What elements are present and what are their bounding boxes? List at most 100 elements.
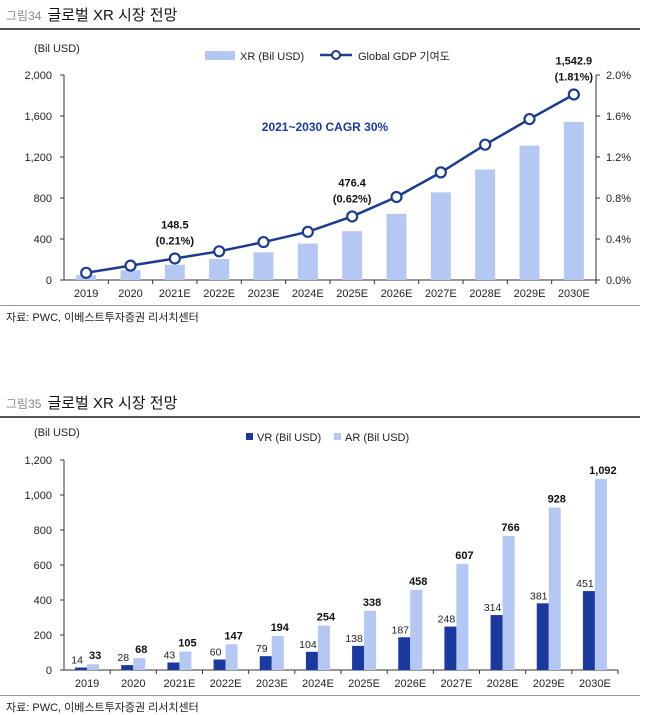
vr-bar xyxy=(167,662,180,670)
legend-ar-label: AR (Bil USD) xyxy=(345,432,409,444)
legend-gdp-marker xyxy=(331,50,341,60)
y-axis-title: (Bil USD) xyxy=(34,427,80,439)
figure-35-title: 그림35 글로벌 XR 시장 전망 xyxy=(6,392,177,413)
vr-value-label: 138 xyxy=(345,633,363,645)
legend-xr-swatch xyxy=(205,51,235,60)
gdp-point xyxy=(301,225,314,238)
y-left-tick-label: 2,000 xyxy=(24,70,52,82)
vr-bar xyxy=(121,665,134,670)
figure-34-title: 그림34 글로벌 XR 시장 전망 xyxy=(6,4,177,25)
y-right-tick-label: 2.0% xyxy=(606,70,631,82)
vr-value-label: 104 xyxy=(299,639,317,651)
y-right-tick-label: 1.2% xyxy=(606,152,631,164)
x-tick-label: 2025E xyxy=(348,678,380,690)
figure-35-source: 자료: PWC, 이베스트투자증권 리서치센터 xyxy=(6,702,199,714)
gdp-line xyxy=(85,93,575,275)
vr-bar xyxy=(305,651,318,670)
gdp-point xyxy=(124,259,137,272)
vr-bar xyxy=(490,615,503,670)
vr-value-label: 14 xyxy=(71,655,83,667)
xr-bar xyxy=(430,192,451,280)
figure-34-top-rule xyxy=(0,28,640,30)
x-tick-label: 2028E xyxy=(487,678,519,690)
x-tick-label: 2030E xyxy=(558,288,590,300)
ar-bar xyxy=(456,563,469,670)
y-tick-label: 200 xyxy=(34,630,52,642)
y-tick-label: 800 xyxy=(34,525,52,537)
x-tick-label: 2027E xyxy=(425,288,457,300)
xr-bar xyxy=(342,231,363,280)
x-tick-label: 2027E xyxy=(441,678,473,690)
vr-bar xyxy=(398,637,411,670)
ar-bar xyxy=(179,651,192,670)
x-tick-label: 2022E xyxy=(210,678,242,690)
ar-value-label: 607 xyxy=(455,550,473,562)
chart-xr-market: (Bil USD) 0 400 800 1,200 1,600 2,000 0.0% 0.4% 0… xyxy=(24,43,631,300)
x-tick-label: 2023E xyxy=(256,678,288,690)
x-tick-label: 2023E xyxy=(248,288,280,300)
y-tick-label: 1,200 xyxy=(24,455,52,467)
x-tick-label: 2029E xyxy=(514,288,546,300)
vr-value-label: 79 xyxy=(256,643,268,655)
x-tick-label: 2026E xyxy=(381,288,413,300)
ar-value-label: 928 xyxy=(548,494,566,506)
xr-bar xyxy=(563,121,584,280)
ar-value-label: 458 xyxy=(409,576,427,588)
vr-value-label: 381 xyxy=(530,590,548,602)
x-tick-label: 2019 xyxy=(74,288,98,300)
gdp-point xyxy=(213,245,226,258)
annotation-pct: (0.62%) xyxy=(333,193,372,205)
vr-value-label: 60 xyxy=(210,647,222,659)
chart-vr-ar: (Bil USD) 0 200 400 600 800 1,000 1,200 14 33 2019… xyxy=(24,427,619,690)
vr-bar xyxy=(75,667,88,670)
ar-value-label: 105 xyxy=(178,638,196,650)
xr-bar xyxy=(164,264,185,280)
legend-vr-swatch xyxy=(246,433,253,440)
gdp-point xyxy=(257,235,270,249)
gdp-point xyxy=(567,88,580,101)
y-tick-label: 400 xyxy=(34,595,52,607)
x-tick-label: 2026E xyxy=(394,678,426,690)
vr-value-label: 187 xyxy=(391,624,409,636)
gdp-point xyxy=(434,166,447,179)
figure-35-number: 그림35 xyxy=(6,397,42,411)
xr-bar xyxy=(253,252,274,280)
xr-bar xyxy=(386,213,407,280)
ar-bar xyxy=(410,589,423,670)
y-right-tick-label: 0.4% xyxy=(606,234,631,246)
y-left-tick-label: 800 xyxy=(34,193,52,205)
x-tick-label: 2028E xyxy=(469,288,501,300)
figure-34-title-text: 글로벌 XR 시장 전망 xyxy=(47,7,178,24)
figure-34-bottom-rule xyxy=(0,305,640,306)
x-tick-label: 2024E xyxy=(302,678,334,690)
xr-bar xyxy=(209,258,230,280)
y-left-tick-label: 0 xyxy=(46,275,52,287)
ar-value-label: 338 xyxy=(363,597,381,609)
vr-bar xyxy=(213,659,226,670)
y-tick-label: 1,000 xyxy=(24,490,52,502)
vr-value-label: 248 xyxy=(438,614,456,626)
x-tick-label: 2025E xyxy=(336,288,368,300)
annotation-value: 476.4 xyxy=(338,177,366,189)
x-tick-label: 2021E xyxy=(159,288,191,300)
ar-value-label: 33 xyxy=(89,650,101,662)
y-axis-title: (Bil USD) xyxy=(34,43,80,55)
ar-value-label: 147 xyxy=(224,630,242,642)
y-left-tick-label: 1,600 xyxy=(24,111,52,123)
x-tick-label: 2019 xyxy=(75,678,99,690)
xr-bar xyxy=(120,270,141,280)
ar-value-label: 68 xyxy=(135,644,147,656)
vr-value-label: 451 xyxy=(576,578,594,590)
ar-bar xyxy=(87,664,100,670)
vr-value-label: 43 xyxy=(164,649,176,661)
vr-bar xyxy=(582,591,595,670)
ar-bar xyxy=(225,644,238,670)
ar-bar xyxy=(271,636,284,670)
legend-ar-swatch xyxy=(334,433,341,440)
y-right-tick-label: 0.8% xyxy=(606,193,631,205)
figure-35-bottom-rule xyxy=(0,695,640,696)
vr-bar xyxy=(352,645,365,670)
x-tick-label: 2020 xyxy=(118,288,142,300)
vr-value-label: 314 xyxy=(484,602,502,614)
y-tick-label: 0 xyxy=(46,665,52,677)
